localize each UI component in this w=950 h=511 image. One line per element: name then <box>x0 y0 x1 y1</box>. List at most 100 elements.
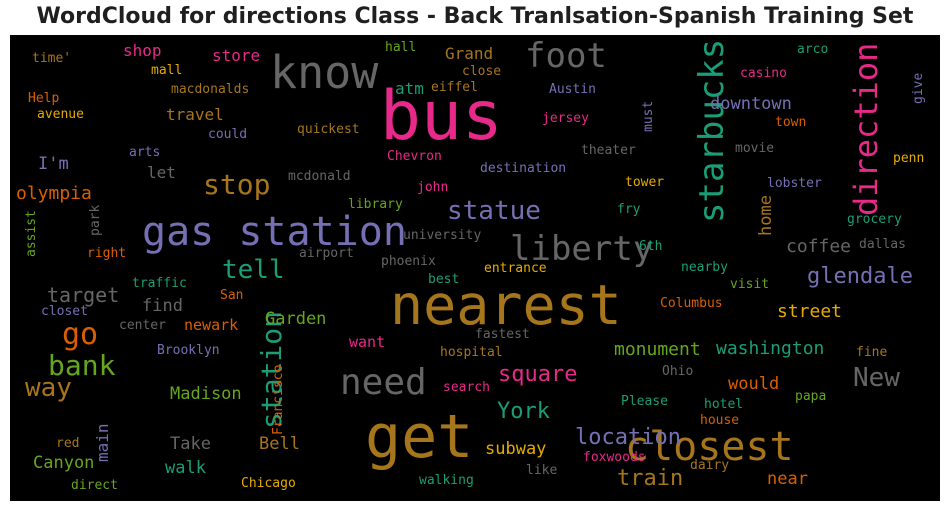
word-washington: washington <box>716 340 824 358</box>
word-quickest: quickest <box>297 123 360 136</box>
word-monument: monument <box>614 341 701 359</box>
word-best: best <box>428 273 459 286</box>
word-tell: tell <box>222 257 285 283</box>
word-entrance: entrance <box>484 262 547 275</box>
word-find: find <box>142 298 183 315</box>
word-nearest: nearest <box>390 278 622 333</box>
word-madison: Madison <box>170 386 242 403</box>
word-papa: papa <box>795 390 826 403</box>
word-near: near <box>767 471 808 488</box>
word-hotel: hotel <box>704 398 743 411</box>
word-chicago: Chicago <box>241 477 296 490</box>
word-arco: arco <box>797 43 828 56</box>
word-home: home <box>758 195 775 236</box>
word-york: York <box>497 401 550 423</box>
word-downtown: downtown <box>710 96 792 113</box>
word-movie: movie <box>735 142 774 155</box>
word-statue: statue <box>447 198 541 224</box>
word-airport: airport <box>299 247 354 260</box>
word-location: location <box>575 427 681 449</box>
word-know: know <box>270 50 378 95</box>
word-casino: casino <box>740 67 787 80</box>
word-glendale: glendale <box>807 266 913 288</box>
word-target: target <box>47 285 119 305</box>
word-atm: atm <box>395 81 424 97</box>
word-gas-station: gas station <box>142 212 407 252</box>
word-eiffel: eiffel <box>431 81 478 94</box>
word-walking: walking <box>419 474 474 487</box>
word-direction: direction <box>850 43 882 216</box>
word-arts: arts <box>129 146 160 159</box>
word-penn: penn <box>893 152 924 165</box>
word-university: university <box>403 229 481 242</box>
word-i-m: I'm <box>38 156 69 173</box>
word-could: could <box>208 128 247 141</box>
word-traffic: traffic <box>132 277 187 290</box>
word-destination: destination <box>480 162 566 175</box>
word-hospital: hospital <box>440 346 503 359</box>
word-search: search <box>443 381 490 394</box>
word-help: Help <box>28 92 59 105</box>
word-square: square <box>498 364 577 386</box>
word-get: get <box>365 407 473 467</box>
word-newark: newark <box>184 318 238 333</box>
word-francisco: Francisco <box>272 365 285 435</box>
word-dallas: dallas <box>859 238 906 251</box>
word-walk: walk <box>165 460 206 477</box>
word-must: must <box>642 101 655 132</box>
word-house: house <box>700 414 739 427</box>
word-please: Please <box>621 395 668 408</box>
chart-title: WordCloud for directions Class - Back Tr… <box>0 4 950 29</box>
word-mall: mall <box>151 64 182 77</box>
word-need: need <box>340 365 427 401</box>
word-mcdonald: mcdonald <box>288 170 351 183</box>
word-grocery: grocery <box>847 213 902 226</box>
word-foot: foot <box>525 39 607 73</box>
word-store: store <box>212 48 260 64</box>
word-shop: shop <box>123 43 162 59</box>
word-would: would <box>728 376 779 393</box>
word-cloud-canvas: bus get nearest gas station closest know need s… <box>10 35 940 501</box>
word-nearby: nearby <box>681 261 728 274</box>
word-assist: assist <box>25 210 38 257</box>
word-starbucks: starbucks <box>695 39 729 223</box>
word-street: street <box>777 303 842 321</box>
word-coffee: coffee <box>786 238 851 256</box>
word-macdonalds: macdonalds <box>171 83 249 96</box>
word-tower: tower <box>625 176 664 189</box>
word-red: red <box>56 437 79 450</box>
word-bell: Bell <box>259 436 300 453</box>
word-go: go <box>62 320 98 350</box>
word-hall: hall <box>385 41 416 54</box>
word-lobster: lobster <box>767 177 822 190</box>
word-town: town <box>775 116 806 129</box>
word-center: center <box>119 319 166 332</box>
word-stop: stop <box>203 171 270 199</box>
word-closet: closet <box>41 305 88 318</box>
word-fry: fry <box>617 203 640 216</box>
word-6th: 6th <box>639 240 662 253</box>
word-dairy: dairy <box>690 459 729 472</box>
word-phoenix: phoenix <box>381 255 436 268</box>
word-grand: Grand <box>445 46 493 62</box>
word-fastest: fastest <box>475 328 530 341</box>
word-fine: fine <box>856 346 887 359</box>
word-austin: Austin <box>549 83 596 96</box>
word-let: let <box>147 165 176 181</box>
word-time-: time' <box>32 52 71 65</box>
word-way: way <box>25 375 72 401</box>
word-right: right <box>87 247 126 260</box>
word-close: close <box>462 65 501 78</box>
word-visit: visit <box>730 278 769 291</box>
word-john: john <box>417 181 448 194</box>
word-columbus: Columbus <box>660 297 723 310</box>
word-avenue: avenue <box>37 108 84 121</box>
word-canyon: Canyon <box>33 455 94 472</box>
word-main: main <box>95 423 111 462</box>
word-garden: Garden <box>265 311 326 328</box>
word-library: library <box>348 198 403 211</box>
word-want: want <box>349 335 385 350</box>
word-give: give <box>912 73 925 104</box>
word-park: park <box>89 205 102 236</box>
word-train: train <box>617 468 683 490</box>
